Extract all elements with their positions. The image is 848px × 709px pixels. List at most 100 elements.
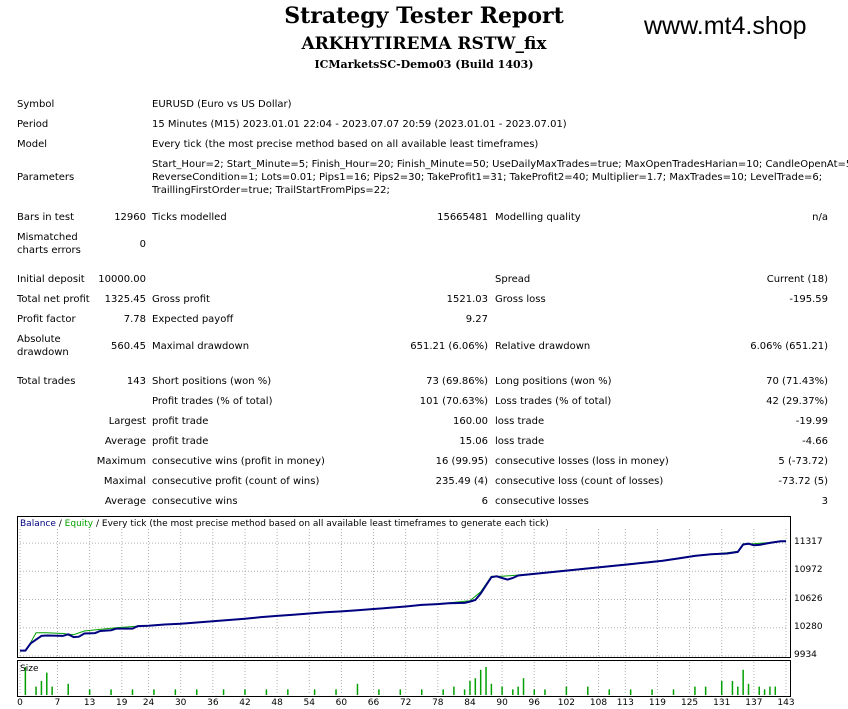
maximal-drawdown-value: 651.21 (6.06%) xyxy=(410,341,488,352)
spread-value: Current (18) xyxy=(766,274,828,285)
maximal-consecutive-profit-value: 235.49 (4) xyxy=(435,476,488,487)
x-tick-label: 19 xyxy=(116,698,128,708)
x-tick-label: 13 xyxy=(83,698,96,708)
x-tick-label: 78 xyxy=(432,698,444,708)
legend-description: / Every tick (the most precise method ba… xyxy=(93,519,549,529)
average-loss-trade-label: loss trade xyxy=(495,436,545,447)
x-tick-label: 72 xyxy=(399,698,412,708)
absolute-drawdown-label-2: drawdown xyxy=(17,347,69,358)
mismatch-label-2: charts errors xyxy=(17,245,81,256)
quality-value: n/a xyxy=(812,212,828,223)
parameters-label: Parameters xyxy=(17,172,75,183)
legend-sep: / xyxy=(55,519,65,529)
symbol-value: EURUSD (Euro vs US Dollar) xyxy=(152,99,292,110)
parameters-line-2: ReverseCondition=1; Lots=0.01; Pips1=16;… xyxy=(152,172,823,183)
x-tick-label: 108 xyxy=(589,698,608,708)
balance-equity-chart xyxy=(17,516,791,658)
average-consecutive-wins-value: 6 xyxy=(481,496,488,507)
spread-label: Spread xyxy=(495,274,531,285)
relative-drawdown-value: 6.06% (651.21) xyxy=(750,341,828,352)
absolute-drawdown-label-1: Absolute xyxy=(17,334,61,345)
average-consecutive-losses-value: 3 xyxy=(821,496,828,507)
x-tick-label: 66 xyxy=(367,698,380,708)
maximal-consecutive-profit-label: consecutive profit (count of wins) xyxy=(152,476,320,487)
max-consecutive-losses-value: 5 (-73.72) xyxy=(778,456,828,467)
legend-equity: Equity xyxy=(64,519,94,529)
maximal-label: Maximal xyxy=(103,476,146,487)
y-tick-label: 10972 xyxy=(794,565,823,576)
loss-trades-label: Loss trades (% of total) xyxy=(495,396,612,407)
model-value: Every tick (the most precise method base… xyxy=(152,139,539,150)
symbol-label: Symbol xyxy=(17,99,55,110)
relative-drawdown-label: Relative drawdown xyxy=(495,341,591,352)
deposit-label: Initial deposit xyxy=(17,274,85,285)
profit-factor-value: 7.78 xyxy=(123,314,146,325)
absolute-drawdown-value: 560.45 xyxy=(111,341,146,352)
ticks-label: Ticks modelled xyxy=(152,212,227,223)
max-consecutive-wins-value: 16 (99.95) xyxy=(435,456,488,467)
maximum-label: Maximum xyxy=(96,456,146,467)
y-tick-label: 9934 xyxy=(794,650,817,660)
balance-line xyxy=(20,540,786,652)
max-consecutive-wins-label: consecutive wins (profit in money) xyxy=(152,456,325,467)
x-tick-label: 42 xyxy=(239,698,251,708)
model-label: Model xyxy=(17,139,48,150)
x-tick-label: 102 xyxy=(557,698,575,708)
profit-trades-label: Profit trades (% of total) xyxy=(152,396,273,407)
size-label: Size xyxy=(20,664,39,674)
average-consecutive-label: Average xyxy=(104,496,146,507)
bars-label: Bars in test xyxy=(17,212,74,223)
average-label: Average xyxy=(104,436,146,447)
chart-legend: Balance / Equity / Every tick (the most … xyxy=(20,519,549,529)
expected-payoff-value: 9.27 xyxy=(465,314,488,325)
long-positions-value: 70 (71.43%) xyxy=(766,376,828,387)
equity-line xyxy=(20,540,787,652)
largest-loss-trade-label: loss trade xyxy=(495,416,545,427)
x-tick-label: 0 xyxy=(17,698,23,708)
period-label: Period xyxy=(17,119,49,130)
period-value: 15 Minutes (M15) 2023.01.01 22:04 - 2023… xyxy=(152,119,567,130)
x-tick-label: 131 xyxy=(713,698,731,708)
net-profit-label: Total net profit xyxy=(17,294,90,305)
x-tick-label: 96 xyxy=(528,698,540,708)
mismatch-label-1: Mismatched xyxy=(17,232,78,243)
legend-balance: Balance xyxy=(20,519,56,529)
long-positions-label: Long positions (won %) xyxy=(495,376,612,387)
brand-watermark: www.mt4.shop xyxy=(644,12,807,40)
x-tick-label: 84 xyxy=(464,698,476,708)
x-tick-label: 24 xyxy=(142,698,155,708)
x-tick-label: 125 xyxy=(680,698,699,708)
net-profit-value: 1325.45 xyxy=(104,294,146,305)
average-profit-trade-value: 15.06 xyxy=(459,436,488,447)
average-consecutive-wins-label: consecutive wins xyxy=(152,496,238,507)
gross-profit-label: Gross profit xyxy=(152,294,210,305)
loss-trades-value: 42 (29.37%) xyxy=(766,396,828,407)
x-tick-label: 113 xyxy=(616,698,634,708)
largest-profit-trade-label: profit trade xyxy=(152,416,209,427)
maximal-consecutive-loss-value: -73.72 (5) xyxy=(778,476,828,487)
short-positions-label: Short positions (won %) xyxy=(152,376,272,387)
bars-value: 12960 xyxy=(114,212,146,223)
report-title: Strategy Tester Report xyxy=(284,3,564,29)
total-trades-label: Total trades xyxy=(17,376,76,387)
average-profit-trade-label: profit trade xyxy=(152,436,209,447)
quality-label: Modelling quality xyxy=(495,212,581,223)
ea-name: ARKHYTIREMA RSTW_fix xyxy=(301,34,547,54)
parameters-line-1: Start_Hour=2; Start_Minute=5; Finish_Hou… xyxy=(152,159,848,170)
x-tick-label: 48 xyxy=(271,698,283,708)
x-tick-label: 60 xyxy=(335,698,348,708)
deposit-value: 10000.00 xyxy=(98,274,146,285)
maximal-drawdown-label: Maximal drawdown xyxy=(152,341,250,352)
profit-trades-value: 101 (70.63%) xyxy=(419,396,488,407)
x-tick-label: 90 xyxy=(496,698,508,708)
largest-loss-trade-value: -19.99 xyxy=(795,416,828,427)
average-loss-trade-value: -4.66 xyxy=(802,436,828,447)
largest-profit-trade-value: 160.00 xyxy=(453,416,488,427)
max-consecutive-losses-label: consecutive losses (loss in money) xyxy=(495,456,669,467)
short-positions-value: 73 (69.86%) xyxy=(426,376,488,387)
x-tick-label: 36 xyxy=(207,698,219,708)
average-consecutive-losses-label: consecutive losses xyxy=(495,496,589,507)
y-tick-label: 10626 xyxy=(794,593,823,604)
gross-loss-value: -195.59 xyxy=(789,294,828,305)
y-tick-label: 10280 xyxy=(794,621,823,632)
